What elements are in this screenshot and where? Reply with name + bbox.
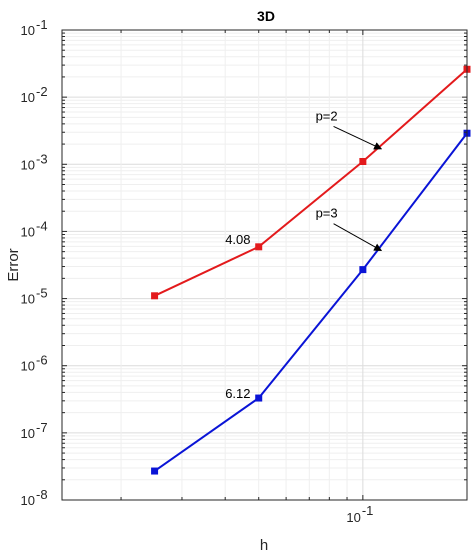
y-tick-label: 10 [21, 292, 35, 307]
y-tick-label-exponent: -8 [36, 487, 48, 502]
x-tick-label: 10 [346, 510, 360, 525]
y-tick-label: 10 [21, 224, 35, 239]
y-tick-label: 10 [21, 426, 35, 441]
y-tick-label-exponent: -3 [36, 151, 48, 166]
series-layer [151, 65, 471, 475]
chart-title: 3D [257, 8, 275, 24]
y-tick-label: 10 [21, 493, 35, 508]
y-tick-label-exponent: -1 [36, 17, 48, 32]
y-tick-label: 10 [21, 23, 35, 38]
tick-layer: 10 -810 -710 -610 -510 -410 -310 -210 -110 -1 [21, 17, 468, 525]
y-tick-label-exponent: -5 [36, 286, 48, 301]
y-tick-label: 10 [21, 90, 35, 105]
x-axis-label: h [260, 537, 268, 554]
annotation-arrow [333, 223, 383, 251]
annotation-arrow [333, 125, 383, 150]
series-1-point [359, 158, 367, 166]
y-tick-label-exponent: -4 [36, 218, 48, 233]
annotation-text: 6.12 [225, 386, 250, 401]
annotation-text: p=2 [316, 108, 338, 123]
series-2-point [359, 266, 367, 274]
series-2-line [154, 132, 468, 472]
y-axis-label: Error [5, 248, 22, 281]
y-tick-label: 10 [21, 157, 35, 172]
annotation-text: p=3 [316, 206, 338, 221]
annotation-layer: p=2 p=3 4.08 6.12 [225, 108, 383, 401]
series-1-point [151, 292, 159, 300]
y-tick-label-exponent: -7 [36, 420, 48, 435]
series-1-point [255, 243, 263, 251]
series-1-line [154, 68, 468, 297]
annotation-text: 4.08 [225, 232, 250, 247]
y-tick-label: 10 [21, 359, 35, 374]
series-2-point [255, 394, 263, 402]
series-2-point [151, 467, 159, 475]
y-tick-label-exponent: -6 [36, 353, 48, 368]
x-tick-label-exponent: -1 [362, 503, 374, 518]
plot-area-frame [61, 29, 468, 501]
grid [62, 29, 468, 501]
y-tick-label-exponent: -2 [36, 84, 48, 99]
